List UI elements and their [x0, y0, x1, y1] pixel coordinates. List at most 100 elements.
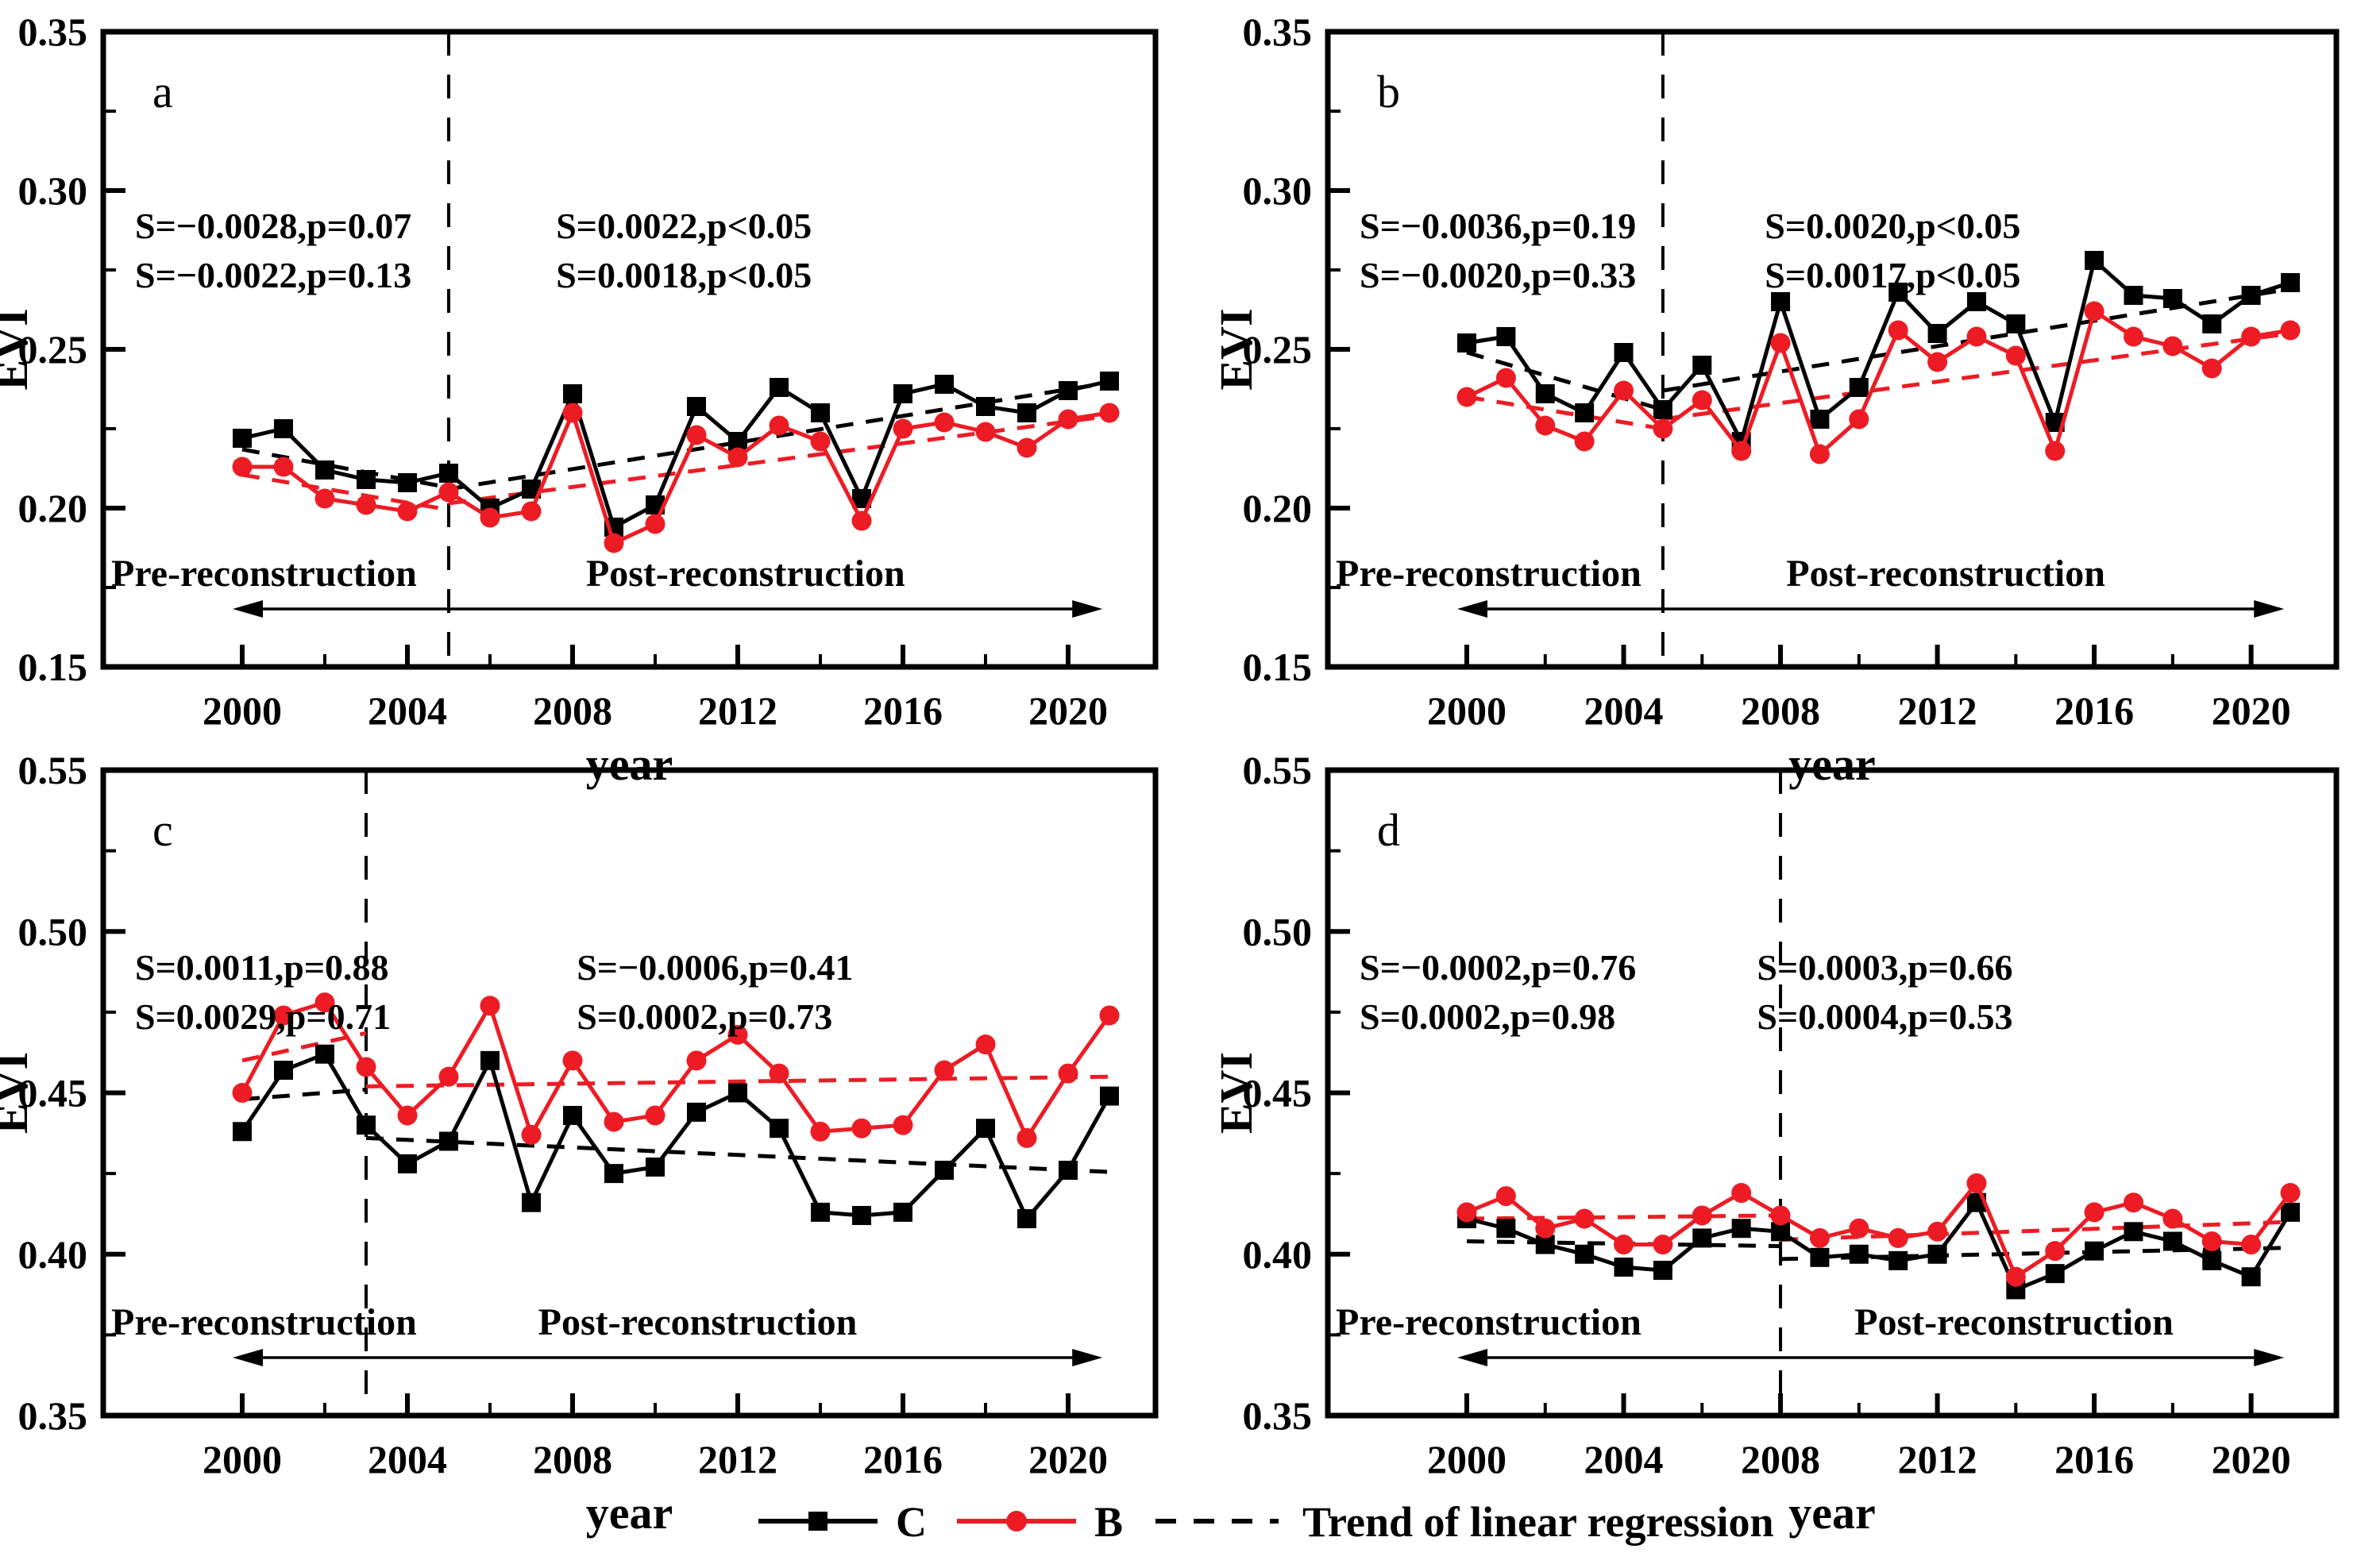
- panel-b-series-c-marker: [1575, 403, 1595, 422]
- panel-b-series-b-marker: [1731, 441, 1752, 461]
- panel-c-series-c-marker: [604, 1164, 623, 1184]
- panel-c-series-b-marker: [438, 1066, 459, 1087]
- panel-b-series-c-marker: [2085, 251, 2104, 270]
- panel-b-series-c-marker: [1927, 324, 1947, 343]
- panel-c-y-axis-label: EVI: [0, 1052, 37, 1134]
- panel-c-series-c-line: [240, 1051, 1112, 1223]
- panel-d-series-c-marker: [1692, 1228, 1712, 1248]
- panel-b-series-b-marker: [2201, 358, 2222, 379]
- panel-b-ytick-label: 0.35: [1243, 10, 1313, 54]
- panel-d-series-c-marker: [1653, 1261, 1672, 1281]
- panel-a-series-b-line: [242, 406, 1110, 546]
- panel-c-series-b-marker: [397, 1105, 418, 1126]
- panel-a-series-b-marker: [934, 412, 955, 433]
- panel-c-series-b-line: [240, 1000, 1112, 1142]
- panel-b-series-b-marker: [2280, 320, 2301, 341]
- panel-a-series-c-marker: [811, 403, 830, 422]
- panel-d-series-b-marker: [1574, 1208, 1595, 1229]
- panel-c-series-c-marker: [522, 1192, 541, 1212]
- panel-d-trend-c-post: [1780, 1246, 2291, 1262]
- panel-c-series-b-marker: [356, 1057, 376, 1077]
- legend-b-label: B: [1094, 1498, 1123, 1546]
- panel-c-post-reconstruction-label: Post-reconstruction: [538, 1301, 858, 1343]
- panel-a-series-b-marker: [232, 457, 253, 477]
- panel-c-series-c-marker: [480, 1050, 500, 1070]
- panel-d-annotation-post-c: S=0.0003,p=0.66: [1757, 947, 2012, 988]
- panel-d-series-b-marker: [1770, 1205, 1791, 1226]
- panel-a-series-c-marker: [563, 384, 582, 403]
- panel-d-ytick-label: 0.55: [1243, 748, 1313, 792]
- panel-c-series-b-marker: [521, 1124, 542, 1145]
- panel-b-trend-b-post: [1662, 331, 2291, 422]
- panel-a-xtick-label: 2004: [368, 688, 447, 733]
- panel-d-series-c-marker: [1888, 1250, 1908, 1270]
- panel-b-ytick-label: 0.20: [1243, 486, 1313, 530]
- panel-b-trend-c-pre: [1466, 350, 1664, 412]
- panel-d-pre-reconstruction-label: Pre-reconstruction: [1336, 1301, 1642, 1343]
- panel-c-series-b-marker: [232, 1083, 253, 1103]
- panel-a-series-c-marker: [893, 384, 912, 403]
- panel-d-arrowhead-left: [1457, 1349, 1487, 1366]
- panel-b-annotation-pre-c: S=−0.0036,p=0.19: [1360, 206, 1636, 246]
- panel-a-pre-reconstruction-label: Pre-reconstruction: [111, 553, 417, 595]
- panel-c-xtick-label: 2008: [533, 1437, 612, 1481]
- panel-d-series-c-marker: [2045, 1264, 2065, 1284]
- panel-b-series-c-marker: [1692, 356, 1712, 375]
- panel-d-series-c-marker: [1575, 1244, 1595, 1264]
- panel-a-series-b-marker: [438, 482, 459, 503]
- panel-b-series-c-marker: [2162, 289, 2182, 308]
- panel-a-series-b-marker: [686, 425, 707, 445]
- panel-a-series-c-marker: [687, 397, 706, 416]
- panel-d-xtick-label: 2000: [1427, 1437, 1506, 1481]
- panel-b-xtick-label: 2004: [1584, 688, 1664, 733]
- panel-a-arrowhead-left: [233, 600, 263, 618]
- panel-a-series-b-marker: [521, 501, 542, 522]
- panel-a-series-c-marker: [398, 473, 417, 492]
- panel-c-series-c-marker: [935, 1161, 954, 1181]
- panel-c-series-b-marker: [1017, 1127, 1037, 1148]
- panel-a-series-b-marker: [975, 422, 996, 442]
- panel-c-xtick-label: 2000: [203, 1437, 282, 1481]
- panel-d-series-b-marker: [1888, 1227, 1908, 1248]
- panel-d-series-c-marker: [2241, 1267, 2261, 1287]
- legend-c-label: C: [896, 1498, 927, 1546]
- panel-c-series-c-marker: [976, 1119, 995, 1138]
- panel-c: Pre-reconstruction Post-reconstruction S=0…: [0, 748, 1159, 1539]
- panel-c-series-c-marker: [233, 1122, 252, 1142]
- panel-d-series-c-marker: [2085, 1241, 2104, 1261]
- panel-c-arrowhead-left: [233, 1349, 263, 1366]
- panel-c-series-c-marker: [852, 1205, 871, 1225]
- panel-c-x-axis-label: year: [586, 1487, 673, 1539]
- panel-d-series-c-marker: [1614, 1258, 1634, 1277]
- panel-a-annotation-post-c: S=0.0022,p<0.05: [556, 206, 812, 246]
- panel-a-series-b-marker: [356, 495, 376, 515]
- panel-b-series-c-marker: [1653, 400, 1672, 419]
- panel-a-series-b-marker: [727, 447, 748, 468]
- panel-a-series-c-marker: [976, 397, 995, 416]
- panel-c-annotation-post-c: S=−0.0006,p=0.41: [577, 947, 853, 988]
- panel-a-trend-b-pre: [241, 472, 449, 512]
- panel-b-series-c-marker: [1810, 410, 1830, 429]
- panel-b-series-b-marker: [1495, 368, 1516, 388]
- panel-a-series-c-marker: [1059, 381, 1078, 400]
- panel-b-series-c-marker: [1966, 292, 1986, 311]
- panel-d-series-c-marker: [1849, 1244, 1869, 1264]
- panel-a-series-b-marker: [562, 403, 583, 423]
- panel-d-series-c-marker: [2281, 1202, 2300, 1222]
- panel-a-series-c-marker: [274, 419, 293, 438]
- panel-b-series-c-marker: [2281, 273, 2300, 292]
- panel-a-series-c-marker: [1017, 403, 1036, 422]
- panel-b-pre-reconstruction-label: Pre-reconstruction: [1336, 553, 1642, 595]
- panel-d-series-b-marker: [2201, 1231, 2222, 1251]
- panel-a-ytick-label: 0.15: [18, 645, 88, 689]
- panel-a-xtick-label: 2016: [863, 688, 943, 733]
- panel-c-series-c-marker: [687, 1102, 706, 1122]
- panel-b-series-c-marker: [1535, 384, 1555, 403]
- panel-b-series-b-marker: [1692, 390, 1712, 410]
- panel-d-series-b-marker: [2005, 1266, 2026, 1287]
- panel-d-series-b-marker: [2162, 1208, 2183, 1229]
- panel-d-xtick-label: 2016: [2054, 1437, 2134, 1481]
- panel-b-arrowhead-left: [1457, 600, 1487, 618]
- panel-d-series-b-marker: [1495, 1186, 1516, 1207]
- panel-c-series-b-marker: [1058, 1063, 1078, 1084]
